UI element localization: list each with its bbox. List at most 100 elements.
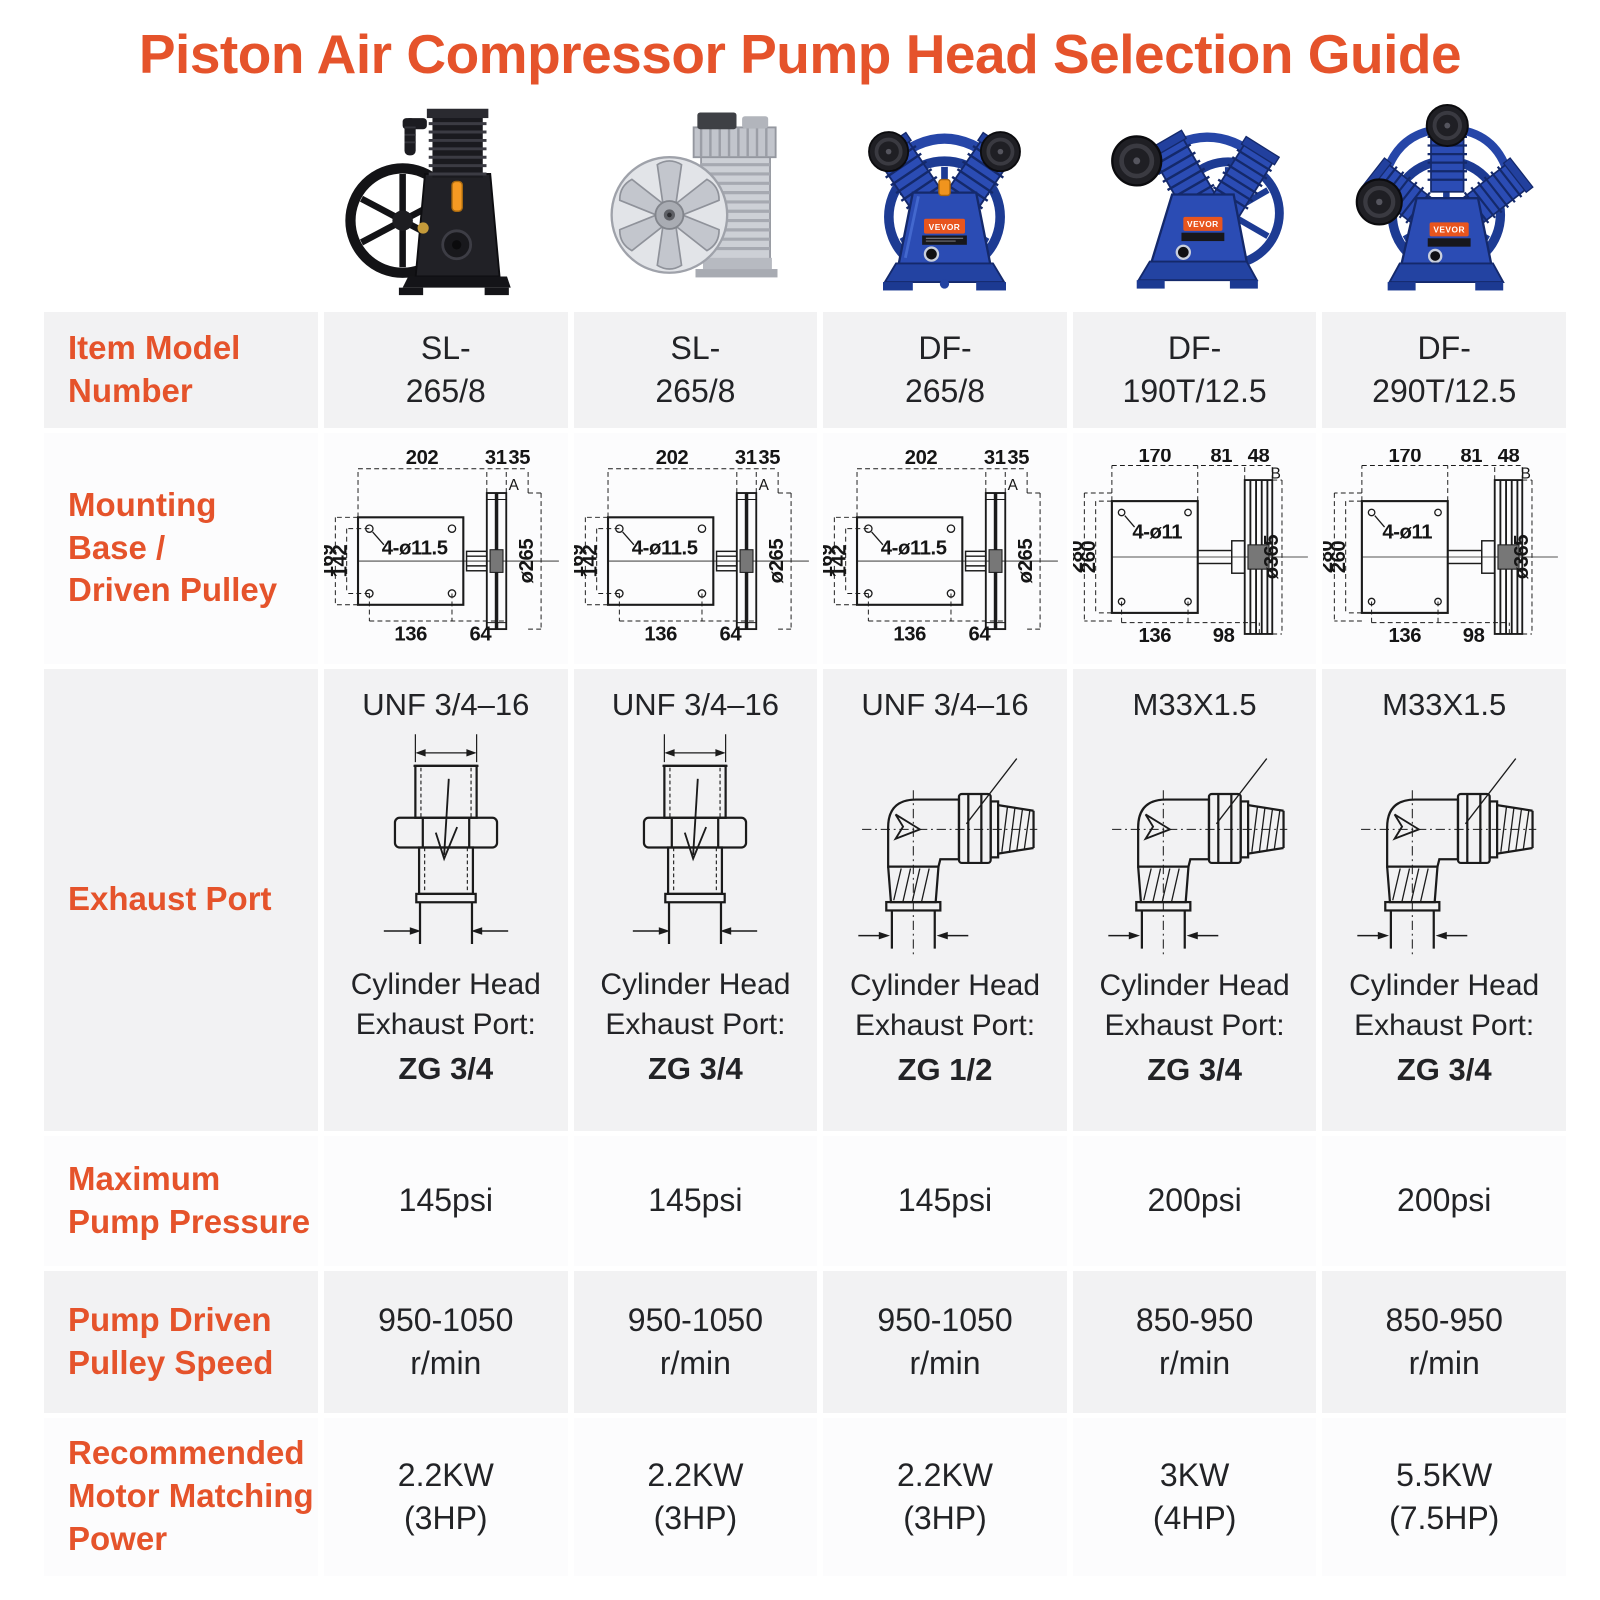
row-exhaust-port: Exhaust Port UNF 3/4–16 Cylinder Head Ex…	[44, 668, 1566, 1131]
mounting-dimension-diagram: 202 31 35 A 169 142 4-ø11.5 ø265 136 64	[823, 449, 1066, 645]
svg-text:31: 31	[984, 449, 1006, 469]
row-label-exhaust-port: Exhaust Port	[44, 668, 318, 1131]
straight-exhaust-port-diagram	[616, 725, 774, 957]
svg-text:4-ø11.5: 4-ø11.5	[632, 537, 698, 559]
port-size-value: ZG 3/4	[1396, 1051, 1492, 1087]
vevor-badge-label: VEVOR	[1433, 224, 1465, 234]
row-label-item-model-number: Item Model Number	[44, 311, 318, 428]
svg-text:202: 202	[905, 449, 938, 469]
svg-text:B: B	[1271, 465, 1281, 482]
product-photo-col1	[324, 95, 568, 307]
svg-text:4-ø11: 4-ø11	[1382, 521, 1432, 543]
pressure-col2: 145psi	[573, 1135, 818, 1266]
svg-text:35: 35	[509, 449, 531, 469]
row-label-recommended-motor-matching-power: Recommended Motor Matching Power	[44, 1417, 318, 1576]
svg-text:98: 98	[1213, 625, 1235, 647]
product-photo-col5: VEVOR	[1322, 95, 1566, 307]
exhaust-port-col5: M33X1.5 Cylinder Head Exhaust Port: ZG 3…	[1322, 668, 1566, 1131]
mounting-diagram-col5: 170 81 48 B 280 260 4-ø11 ø365 136 98	[1322, 432, 1566, 664]
svg-text:B: B	[1520, 465, 1530, 482]
svg-text:48: 48	[1497, 449, 1519, 467]
port-caption: Cylinder Head Exhaust Port:	[350, 967, 541, 1042]
exhaust-port-col2: UNF 3/4–16 Cylinder Head Exhaust Port: Z…	[573, 668, 818, 1131]
vevor-badge-label: VEVOR	[1187, 219, 1219, 229]
svg-text:202: 202	[656, 449, 689, 469]
svg-text:169: 169	[324, 544, 338, 577]
elbow-exhaust-port-diagram	[1346, 725, 1542, 958]
selection-guide-table: VEVOR VEVOR VEVOR Item Model Number SL- …	[44, 95, 1566, 1576]
mounting-dimension-diagram: 202 31 35 A 169 142 4-ø11.5 ø265 136 64	[324, 449, 567, 645]
pressure-col5: 200psi	[1322, 1135, 1566, 1266]
svg-text:ø265: ø265	[1015, 538, 1037, 583]
black-single-cylinder-pump-head-photo	[343, 103, 548, 299]
svg-text:35: 35	[758, 449, 780, 469]
svg-text:A: A	[509, 476, 520, 493]
photo-spacer	[44, 95, 318, 307]
blue-v-twin-pump-head-side-photo: VEVOR	[1092, 103, 1297, 299]
svg-text:ø365: ø365	[1261, 534, 1283, 579]
svg-text:170: 170	[1388, 449, 1421, 467]
port-size-value: ZG 3/4	[1147, 1051, 1242, 1087]
mounting-dimension-diagram: 170 81 48 B 280 260 4-ø11 ø365 136 98	[1073, 449, 1316, 647]
port-size-value: ZG 3/4	[648, 1050, 743, 1086]
pressure-col4: 200psi	[1072, 1135, 1317, 1266]
row-mounting-base: Mounting Base / Driven Pulley 202 31 35 …	[44, 432, 1566, 664]
power-col1: 2.2KW (3HP)	[324, 1417, 568, 1576]
svg-text:280: 280	[1073, 540, 1087, 573]
product-photo-col3: VEVOR	[823, 95, 1067, 307]
port-thread-label: M33X1.5	[1382, 686, 1507, 722]
svg-text:136: 136	[1139, 625, 1172, 647]
svg-text:169: 169	[823, 544, 837, 577]
speed-col1: 950-1050 r/min	[324, 1270, 568, 1413]
svg-text:202: 202	[406, 449, 439, 469]
row-maximum-pump-pressure: Maximum Pump Pressure 145psi 145psi 145p…	[44, 1135, 1566, 1266]
svg-text:4-ø11: 4-ø11	[1132, 521, 1182, 543]
speed-col5: 850-950 r/min	[1322, 1270, 1566, 1413]
row-label-pump-driven-pulley-speed: Pump Driven Pulley Speed	[44, 1270, 318, 1413]
speed-col4: 850-950 r/min	[1072, 1270, 1317, 1413]
exhaust-port-col4: M33X1.5 Cylinder Head Exhaust Port: ZG 3…	[1072, 668, 1317, 1131]
silver-fan-pump-head-photo	[593, 103, 798, 299]
elbow-exhaust-port-diagram	[847, 725, 1043, 958]
model-number-col1: SL- 265/8	[324, 311, 568, 428]
elbow-exhaust-port-diagram	[1097, 725, 1293, 958]
svg-text:260: 260	[1078, 540, 1100, 573]
port-size-value: ZG 3/4	[398, 1050, 494, 1086]
mounting-diagram-col1: 202 31 35 A 169 142 4-ø11.5 ø265 136 64	[324, 432, 568, 664]
port-thread-label: UNF 3/4–16	[362, 686, 530, 722]
svg-text:A: A	[1008, 476, 1019, 493]
row-pump-driven-pulley-speed: Pump Driven Pulley Speed 950-1050 r/min …	[44, 1270, 1566, 1413]
svg-text:136: 136	[894, 623, 927, 645]
svg-text:136: 136	[644, 623, 677, 645]
model-number-col2: SL- 265/8	[573, 311, 818, 428]
svg-text:64: 64	[969, 623, 992, 645]
svg-text:64: 64	[470, 623, 493, 645]
svg-text:142: 142	[330, 544, 352, 577]
row-label-maximum-pump-pressure: Maximum Pump Pressure	[44, 1135, 318, 1266]
blue-w-three-cylinder-pump-head-photo: VEVOR	[1342, 103, 1547, 299]
mounting-diagram-col2: 202 31 35 A 169 142 4-ø11.5 ø265 136 64	[573, 432, 818, 664]
port-caption: Cylinder Head Exhaust Port:	[1349, 968, 1540, 1043]
svg-text:136: 136	[1388, 625, 1421, 647]
svg-text:48: 48	[1248, 449, 1270, 467]
port-caption: Cylinder Head Exhaust Port:	[1099, 968, 1290, 1043]
row-item-model-number: Item Model Number SL- 265/8 SL- 265/8 DF…	[44, 311, 1566, 428]
power-col4: 3KW (4HP)	[1072, 1417, 1317, 1576]
pressure-col3: 145psi	[823, 1135, 1067, 1266]
svg-text:142: 142	[580, 544, 602, 577]
mounting-dimension-diagram: 202 31 35 A 169 142 4-ø11.5 ø265 136 64	[574, 449, 817, 645]
port-thread-label: UNF 3/4–16	[611, 686, 779, 722]
power-col5: 5.5KW (7.5HP)	[1322, 1417, 1566, 1576]
row-label-mounting-base: Mounting Base / Driven Pulley	[44, 432, 318, 664]
svg-text:A: A	[759, 476, 770, 493]
svg-text:98: 98	[1462, 625, 1484, 647]
svg-text:64: 64	[719, 623, 742, 645]
svg-text:ø365: ø365	[1511, 534, 1533, 579]
speed-col3: 950-1050 r/min	[823, 1270, 1067, 1413]
svg-text:31: 31	[485, 449, 507, 469]
svg-text:169: 169	[574, 544, 588, 577]
power-col2: 2.2KW (3HP)	[573, 1417, 818, 1576]
model-number-col5: DF- 290T/12.5	[1322, 311, 1566, 428]
model-number-col3: DF- 265/8	[823, 311, 1067, 428]
exhaust-port-col3: UNF 3/4–16 Cylinder Head Exhaust Port: Z…	[823, 668, 1067, 1131]
